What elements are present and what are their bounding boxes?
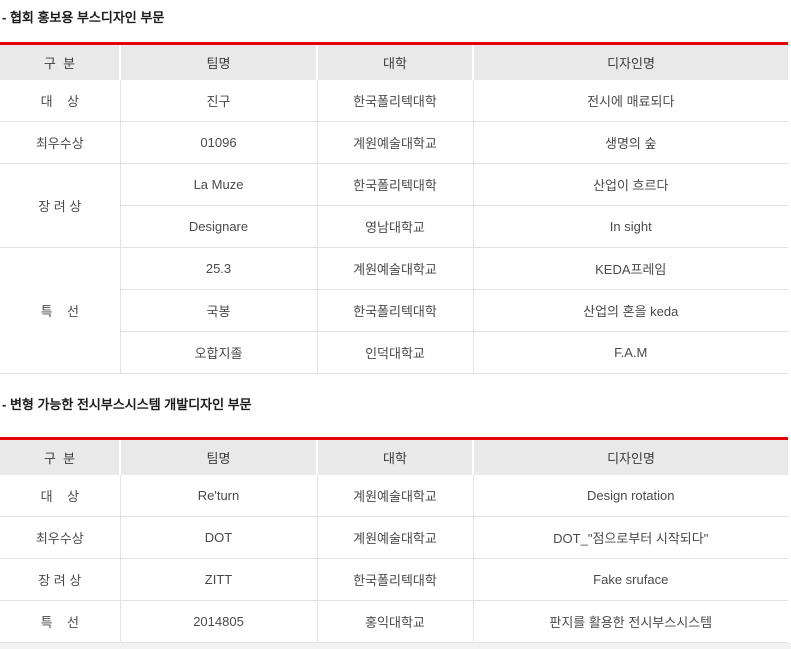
column-header-2: 대학	[316, 437, 473, 475]
team-cell: 01096	[119, 121, 317, 164]
design-name-cell: KEDA프레임	[472, 247, 788, 290]
design-name-cell: 산업이 흐르다	[472, 163, 788, 206]
table-row: 오합지졸 인덕대학교 F.A.M	[0, 331, 788, 374]
design-name-cell: In sight	[472, 205, 788, 248]
table-row: 장 려 상 ZITT 한국폴리텍대학 Fake sruface	[0, 558, 788, 601]
team-cell: 국봉	[119, 289, 317, 332]
design-name-cell: 판지를 활용한 전시부스시스템	[472, 600, 788, 643]
university-cell: 한국폴리텍대학	[316, 289, 473, 332]
column-header-3: 디자인명	[472, 42, 788, 80]
column-header-2: 대학	[316, 42, 473, 80]
column-header-0: 구 분	[0, 437, 120, 475]
rank-cell: 특 선	[0, 600, 120, 643]
design-name-cell: Design rotation	[472, 475, 788, 517]
rank-cell: 대 상	[0, 475, 120, 517]
bottom-divider	[0, 643, 791, 649]
section-booth-design: - 협회 홍보용 부스디자인 부문 구 분 팀명 대학 디자인명 대 상 진구 한국폴리텍…	[0, 7, 791, 374]
section-title: - 변형 가능한 전시부스시스템 개발디자인 부문	[2, 397, 252, 412]
rank-cell: 최우수상	[0, 516, 120, 559]
design-name-cell: 생명의 숲	[472, 121, 788, 164]
header-row: 구 분 팀명 대학 디자인명	[0, 437, 788, 475]
design-name-cell: Fake sruface	[472, 558, 788, 601]
table-row: Designare 영남대학교 In sight	[0, 205, 788, 248]
team-cell: ZITT	[119, 558, 317, 601]
university-cell: 한국폴리텍대학	[316, 80, 473, 122]
table-row: 특 선 25.3 계원예술대학교 KEDA프레임	[0, 247, 788, 374]
column-header-1: 팀명	[119, 437, 317, 475]
university-cell: 한국폴리텍대학	[316, 163, 473, 206]
table-row: 대 상 진구 한국폴리텍대학 전시에 매료되다	[0, 80, 788, 122]
column-header-3: 디자인명	[472, 437, 788, 475]
team-cell: 진구	[119, 80, 317, 122]
university-cell: 한국폴리텍대학	[316, 558, 473, 601]
column-header-0: 구 분	[0, 42, 120, 80]
section-system-design: - 변형 가능한 전시부스시스템 개발디자인 부문 구 분 팀명 대학 디자인명 대 …	[0, 394, 791, 643]
university-cell: 계원예술대학교	[316, 121, 473, 164]
university-cell: 영남대학교	[316, 205, 473, 248]
rank-cell: 장 려 상	[0, 163, 120, 248]
table-row: 장 려 상 La Muze 한국폴리텍대학 산업이 흐르다	[0, 163, 788, 248]
header-row: 구 분 팀명 대학 디자인명	[0, 42, 788, 80]
team-cell: 오합지졸	[119, 331, 317, 374]
university-cell: 인덕대학교	[316, 331, 473, 374]
team-cell: Re'turn	[119, 475, 317, 517]
university-cell: 계원예술대학교	[316, 475, 473, 517]
column-header-1: 팀명	[119, 42, 317, 80]
design-name-cell: 산업의 혼을 keda	[472, 289, 788, 332]
section-title: - 협회 홍보용 부스디자인 부문	[2, 10, 165, 25]
table-row: 최우수상 01096 계원예술대학교 생명의 숲	[0, 121, 788, 164]
university-cell: 홍익대학교	[316, 600, 473, 643]
rank-cell: 최우수상	[0, 121, 120, 164]
rank-cell: 대 상	[0, 80, 120, 122]
table-row: 국봉 한국폴리텍대학 산업의 혼을 keda	[0, 289, 788, 332]
rank-cell: 특 선	[0, 247, 120, 374]
table-row: 특 선 2014805 홍익대학교 판지를 활용한 전시부스시스템	[0, 600, 788, 643]
design-name-cell: DOT_"점으로부터 시작되다"	[472, 516, 788, 559]
awards-table-system-design: 구 분 팀명 대학 디자인명 대 상 Re'turn 계원예술대학교 Design rota…	[0, 437, 788, 643]
team-cell: DOT	[119, 516, 317, 559]
table-row: 대 상 Re'turn 계원예술대학교 Design rotation	[0, 475, 788, 517]
design-name-cell: 전시에 매료되다	[472, 80, 788, 122]
university-cell: 계원예술대학교	[316, 247, 473, 290]
team-cell: 2014805	[119, 600, 317, 643]
rank-cell: 장 려 상	[0, 558, 120, 601]
university-cell: 계원예술대학교	[316, 516, 473, 559]
team-cell: La Muze	[119, 163, 317, 206]
design-name-cell: F.A.M	[472, 331, 788, 374]
table-row: 최우수상 DOT 계원예술대학교 DOT_"점으로부터 시작되다"	[0, 516, 788, 559]
team-cell: Designare	[119, 205, 317, 248]
team-cell: 25.3	[119, 247, 317, 290]
awards-table-booth-design: 구 분 팀명 대학 디자인명 대 상 진구 한국폴리텍대학 전시에 매료되다 최우수상 0109…	[0, 42, 788, 374]
